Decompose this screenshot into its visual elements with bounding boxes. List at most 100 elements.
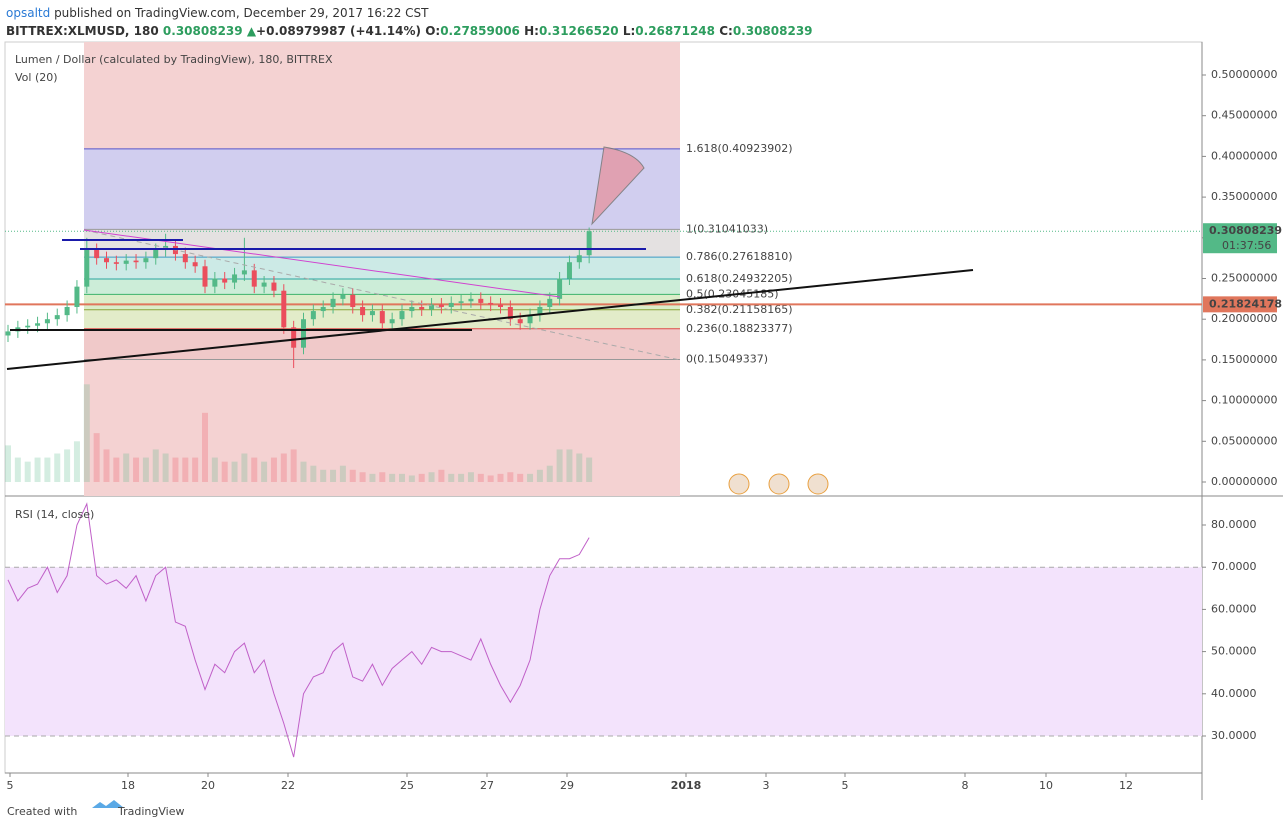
candle-body [44,319,50,324]
arrow: ▲ [246,24,257,38]
candle-body [222,278,228,283]
fib-zone [84,328,680,360]
fib-label: 0.382(0.21158165) [686,303,793,316]
rsi-label: RSI (14, close) [15,508,94,521]
candle-body [498,304,503,307]
candle-body [576,255,582,263]
candle-body [35,323,41,326]
volume-bar [359,472,366,482]
event-icon[interactable] [807,473,829,495]
candle-body [448,302,454,307]
quote-line: BITTREX:XLMUSD, 180 0.30808239 ▲+0.08979… [6,22,813,40]
candle-body [557,278,563,299]
price-label: 0.21824178 [1209,297,1282,310]
x-tick-label: 10 [1039,779,1053,792]
candle-body [74,286,80,307]
rsi-y-tick-label: 50.0000 [1211,645,1257,658]
rsi-y-tick-label: 80.0000 [1211,518,1257,531]
candle-body [547,298,553,307]
fib-zone [84,229,680,258]
volume-bar [477,473,484,482]
volume-bar [379,472,386,482]
o-label: O: [425,24,441,38]
fib-zone [84,279,680,295]
volume-bar [24,461,31,482]
candle-body [143,258,149,263]
rsi-y-tick-label: 30.0000 [1211,729,1257,742]
volume-bar [339,465,346,482]
y-tick-label: 0.00000000 [1211,475,1277,488]
projection-arc [591,146,645,226]
fib-label: 0(0.15049337) [686,352,768,365]
price-label-box [1203,296,1277,313]
volume-bar [142,457,149,482]
event-icon[interactable] [728,473,750,495]
volume-bar [290,449,297,482]
volume-bar [182,457,189,482]
volume-bar [14,457,21,482]
header: opsaltd published on TradingView.com, De… [6,4,813,40]
candle-body [84,250,90,287]
volume-bar [133,457,140,482]
candle-body [104,258,109,263]
volume-bar [556,449,563,482]
support-line [6,269,974,370]
y-tick-label: 0.45000000 [1211,109,1277,122]
rsi-y-tick-label: 60.0000 [1211,602,1257,615]
event-icons [728,473,829,495]
footer-brand[interactable]: TradingView [117,805,184,818]
rsi-band [5,567,1202,736]
candle-body [429,304,435,310]
fib-label: 0.786(0.27618810) [686,250,793,263]
y-tick-label: 0.10000000 [1211,394,1277,407]
event-icon[interactable] [768,473,790,495]
volume-bar [389,473,396,482]
candle-body [586,231,592,256]
x-tick-label: 22 [281,779,295,792]
candle-body [271,282,277,291]
volume-bar [103,449,110,482]
candle-body [261,282,267,287]
countdown: 01:37:56 [1222,239,1271,252]
rsi-y-tick-label: 40.0000 [1211,687,1257,700]
candle-body [478,298,484,303]
volume-bar [64,449,71,482]
o: 0.27859006 [440,24,520,38]
y-tick-label: 0.40000000 [1211,149,1277,162]
user[interactable]: opsaltd [6,6,51,20]
candle-body [409,306,415,312]
fib-zone [84,257,680,280]
fib-zone [84,148,680,230]
c-label: C: [719,24,733,38]
volume-bar [113,457,120,482]
last-price-box [1203,223,1277,254]
candle-body [438,304,444,307]
volume-label: Vol (20) [15,71,58,84]
candle-body [468,298,474,302]
candle-body [566,262,572,279]
candle-body [360,306,366,316]
volume-bar [270,457,277,482]
c: 0.30808239 [732,24,813,38]
candle-body [133,260,139,263]
y-tick-label: 0.20000000 [1211,312,1277,325]
volume-bar [527,473,534,482]
candle-body [330,298,336,307]
last-price-label: 0.30808239 [1209,224,1282,237]
h-label: H: [524,24,539,38]
candle-body [488,302,494,305]
volume-bar [586,457,593,482]
last: 0.30808239 [162,24,243,38]
change: +0.08979987 (+41.14%) [256,24,421,38]
candle-body [241,270,247,275]
volume-bar [517,473,524,482]
candle-body [54,315,60,320]
volume-bar [536,469,543,482]
volume-bar [83,384,90,482]
volume-bar [93,433,100,482]
volume-bar [280,453,287,482]
y-tick-label: 0.05000000 [1211,434,1277,447]
volume-bar [546,465,553,482]
publish-line: opsaltd published on TradingView.com, De… [6,4,813,22]
candle-body [202,266,208,287]
